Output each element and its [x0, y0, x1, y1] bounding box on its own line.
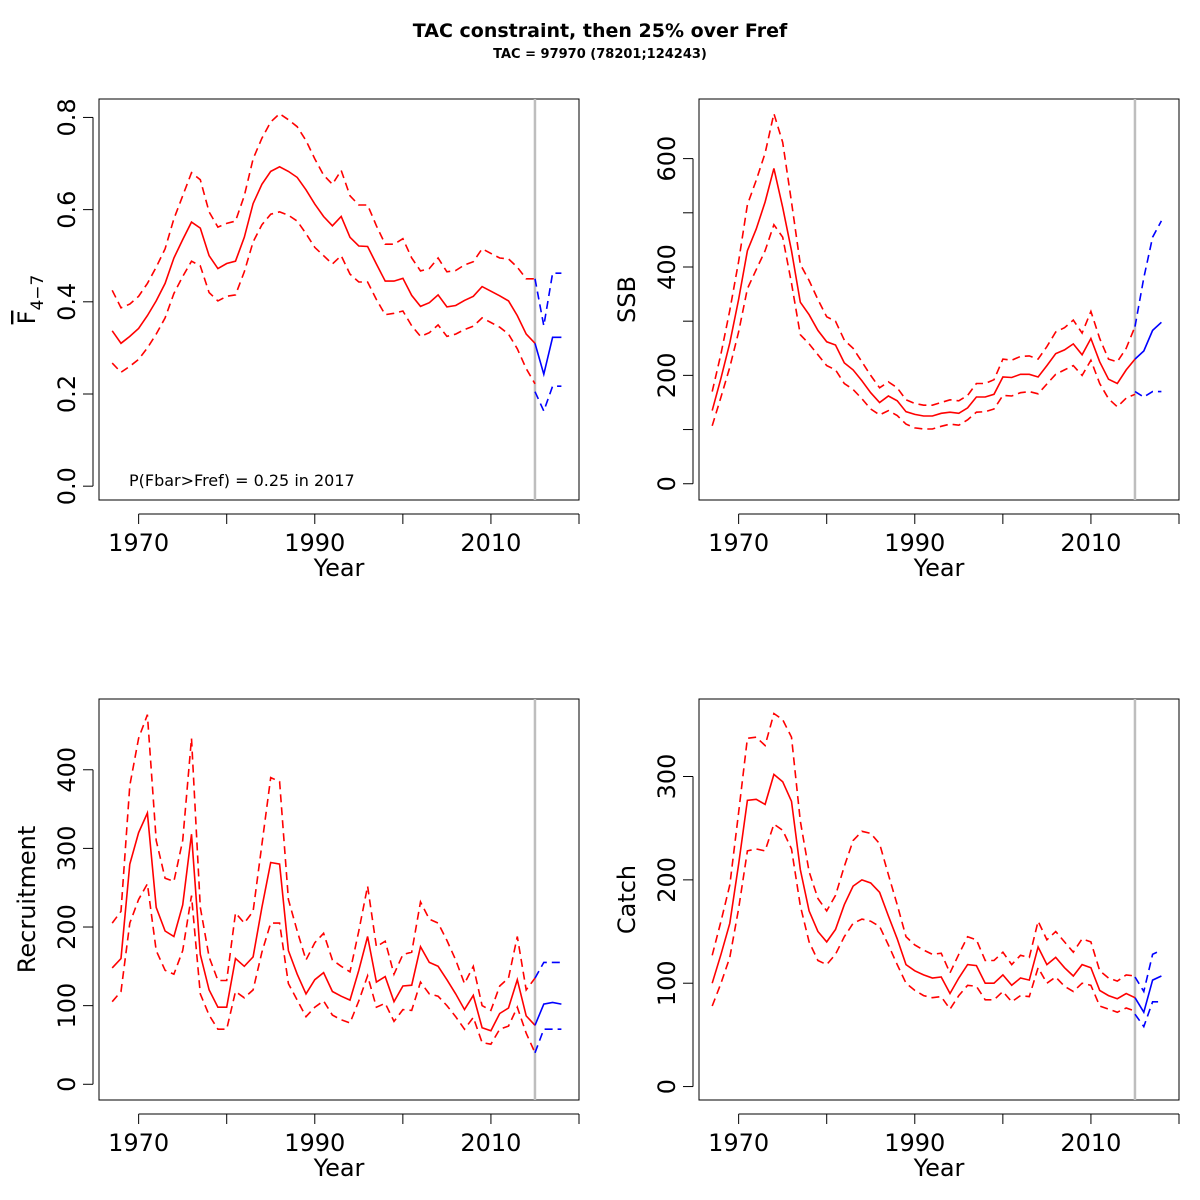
x-axis-label: Year — [913, 1154, 965, 1182]
historic-upper-bound-line — [111, 714, 536, 1012]
x-axis-label: Year — [913, 554, 965, 582]
y-tick-label: 100 — [653, 960, 681, 1006]
historic-upper-bound-line — [711, 712, 1136, 982]
plot-frame — [98, 98, 580, 501]
y-tick-label: 100 — [53, 983, 81, 1029]
y-axis-label: Catch — [613, 865, 641, 934]
projection-upper-bound-line — [1134, 949, 1162, 994]
chart-panel-fbar: 1970 1990 2010 Year 0.0 0.2 0.4 0.6 0.8 F4−7 P(Fba… — [13, 98, 580, 582]
historic-lower-bound-line — [111, 881, 536, 1054]
y-axis-label: SSB — [613, 276, 641, 323]
y-tick-label: 0.6 — [53, 191, 81, 229]
x-axis-label: Year — [313, 1154, 365, 1182]
x-tick-label: 1970 — [708, 529, 769, 557]
historic-upper-bound-line — [111, 112, 535, 309]
y-axis-label: Recruitment — [13, 826, 41, 973]
x-tick-label: 1970 — [108, 1129, 169, 1157]
y-tick-label: 0 — [53, 1077, 81, 1092]
page-subtitle: TAC = 97970 (78201;124243) — [493, 47, 707, 62]
y-tick-label: 300 — [653, 754, 681, 800]
historic-median-line — [711, 773, 1136, 1000]
chart-panel-catch: 1970 1990 2010 Year 0 100 200 300 Catch — [613, 698, 1180, 1182]
y-tick-label: 0.4 — [53, 283, 81, 321]
x-tick-label: 1990 — [884, 1129, 945, 1157]
y-tick-label: 400 — [53, 747, 81, 793]
projection-median-line — [1134, 321, 1162, 360]
x-tick-label: 2010 — [1060, 1129, 1121, 1157]
x-tick-label: 2010 — [1060, 529, 1121, 557]
historic-lower-bound-line — [711, 222, 1136, 430]
y-tick-label: 0.0 — [53, 467, 81, 505]
y-tick-label: 400 — [653, 244, 681, 290]
y-tick-label: 0 — [653, 476, 681, 491]
projection-lower-bound-line — [1134, 390, 1162, 398]
x-tick-label: 1990 — [284, 1129, 345, 1157]
y-axis-label: F4−7 — [13, 275, 48, 325]
historic-lower-bound-line — [711, 822, 1136, 1014]
plot-frame — [98, 698, 580, 1101]
projection-upper-bound-line — [534, 272, 562, 326]
projection-median-line — [534, 1001, 562, 1026]
chart-panel-ssb: 1970 1990 2010 Year 0 200 400 600 SSB — [613, 98, 1180, 582]
projection-upper-bound-line — [1134, 220, 1163, 327]
x-tick-label: 1990 — [284, 529, 345, 557]
projection-median-line — [534, 336, 562, 378]
y-tick-label: 200 — [653, 857, 681, 903]
projection-lower-bound-line — [534, 1028, 562, 1054]
x-axis-label: Year — [313, 554, 365, 582]
y-tick-label: 600 — [653, 136, 681, 182]
plot-frame — [698, 698, 1180, 1101]
chart-panel-recruitment: 1970 1990 2010 Year 0 100 200 300 400 Recruitment — [13, 698, 580, 1182]
plot-frame — [698, 98, 1180, 501]
projection-lower-bound-line — [1134, 1000, 1162, 1029]
x-tick-label: 1970 — [108, 529, 169, 557]
y-tick-label: 300 — [53, 825, 81, 871]
x-tick-label: 2010 — [460, 1129, 521, 1157]
y-tick-label: 200 — [53, 904, 81, 950]
probability-annotation: P(Fbar>Fref) = 0.25 in 2017 — [129, 471, 355, 490]
y-tick-label: 0.8 — [53, 98, 81, 136]
projection-upper-bound-line — [534, 961, 562, 979]
page-title: TAC constraint, then 25% over Fref — [412, 20, 788, 42]
x-tick-label: 1990 — [884, 529, 945, 557]
y-tick-label: 0 — [653, 1079, 681, 1094]
y-tick-label: 200 — [653, 352, 681, 398]
x-tick-label: 2010 — [460, 529, 521, 557]
projection-median-line — [1134, 975, 1162, 1015]
historic-lower-bound-line — [111, 211, 536, 385]
x-tick-label: 1970 — [708, 1129, 769, 1157]
y-tick-label: 0.2 — [53, 375, 81, 413]
projection-lower-bound-line — [534, 385, 562, 414]
historic-median-line — [111, 809, 536, 1032]
historic-median-line — [711, 168, 1136, 417]
historic-upper-bound-line — [711, 110, 1136, 407]
historic-median-line — [111, 165, 536, 345]
